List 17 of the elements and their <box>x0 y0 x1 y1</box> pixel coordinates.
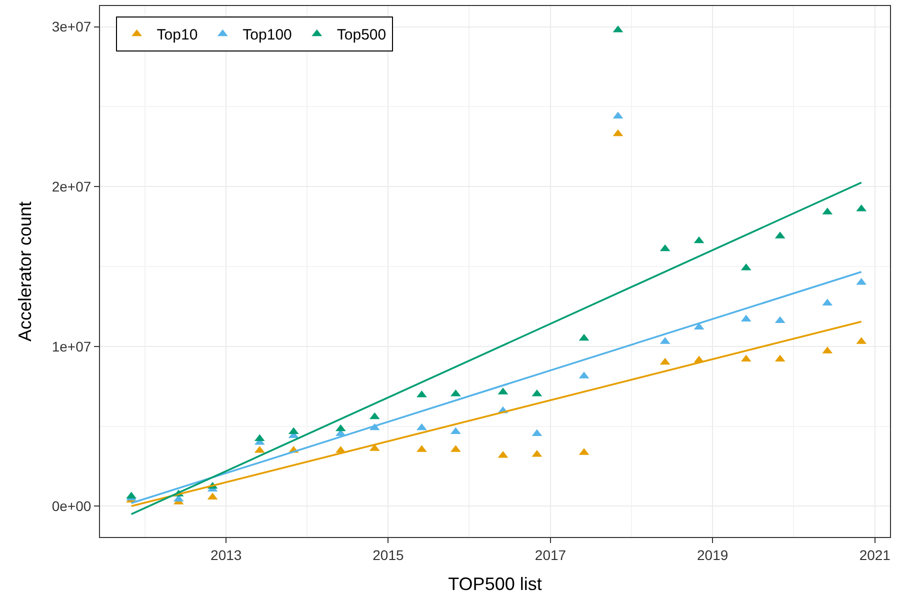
x-tick-label: 2021 <box>859 546 891 563</box>
x-axis-title: TOP500 list <box>448 574 542 594</box>
x-tick-label: 2019 <box>697 546 728 563</box>
legend-label: Top100 <box>242 26 292 44</box>
y-tick-label: 1e+07 <box>52 338 92 354</box>
x-tick-label: 2013 <box>210 546 242 563</box>
y-axis-title: Accelerator count <box>15 201 36 342</box>
point <box>450 389 461 396</box>
point <box>416 390 427 398</box>
legend-label: Top500 <box>336 26 386 44</box>
x-tick-label: 2017 <box>534 546 566 563</box>
point <box>416 423 427 430</box>
y-tick-label: 2e+07 <box>52 178 92 194</box>
y-tick-label: 0e+00 <box>52 498 92 514</box>
legend-label: Top10 <box>156 26 198 44</box>
x-tick-label: 2015 <box>372 546 404 563</box>
y-tick-label: 3e+07 <box>52 18 92 35</box>
